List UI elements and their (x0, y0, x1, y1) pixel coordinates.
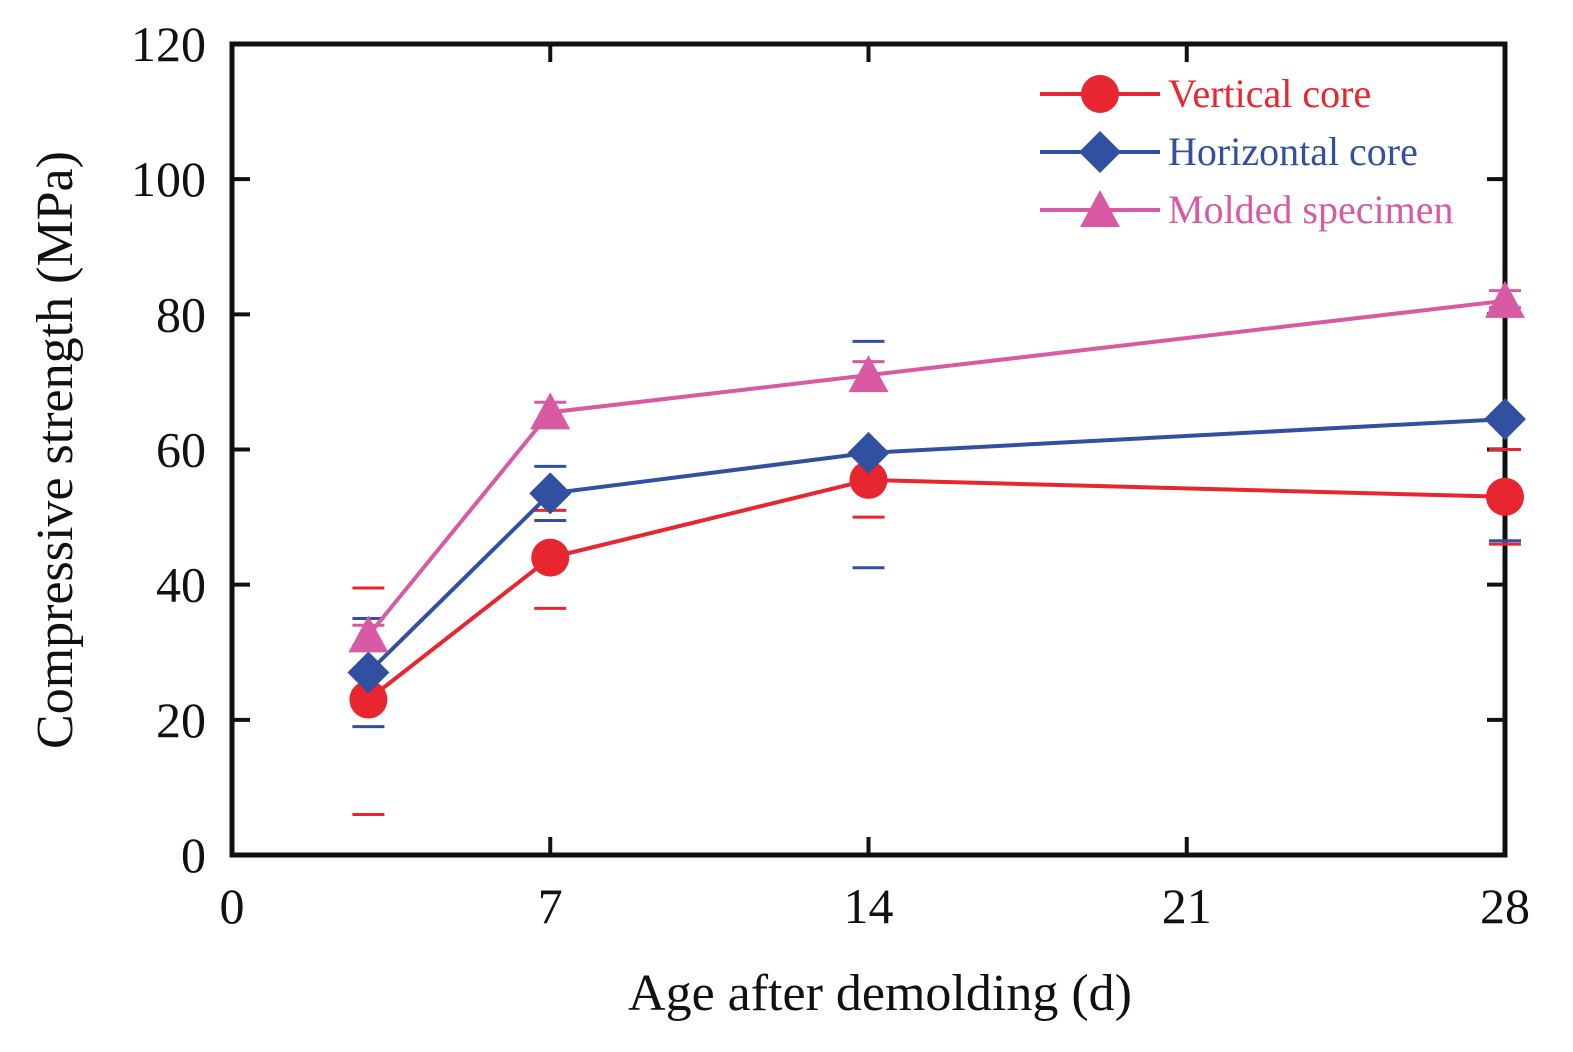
y-axis-title: Compressive strength (MPa) (27, 151, 84, 749)
data-point (530, 392, 571, 430)
y-tick-label: 40 (156, 557, 206, 613)
axis-ticks (230, 42, 1507, 857)
data-point (1485, 280, 1525, 318)
x-axis-title: Age after demolding (d) (628, 965, 1132, 1022)
y-tick-label: 20 (156, 692, 206, 748)
y-tick-label: 0 (181, 827, 206, 883)
y-tick-label: 120 (131, 16, 206, 72)
data-point (529, 472, 572, 515)
data-point (348, 615, 389, 653)
data-point (531, 538, 570, 577)
data-point (848, 355, 889, 393)
data-point (349, 680, 388, 719)
legend-label: Vertical core (1168, 71, 1371, 116)
data-point (1484, 398, 1526, 441)
y-tick-label: 60 (156, 422, 206, 478)
legend-marker (1080, 190, 1120, 227)
x-tick-label: 0 (220, 878, 245, 934)
series-line (366, 298, 1506, 637)
legend-label: Molded specimen (1168, 187, 1454, 232)
series-lines (366, 298, 1506, 702)
tick-labels: 0 7 14 21 28 0 20 40 60 80 100 120 (131, 16, 1530, 934)
legend-marker (1079, 131, 1121, 173)
legend-label: Horizontal core (1168, 129, 1418, 174)
error-bars (352, 289, 1521, 816)
x-tick-label: 7 (538, 878, 563, 934)
x-tick-label: 14 (844, 878, 894, 934)
y-tick-label: 100 (131, 151, 206, 207)
data-point (1486, 477, 1524, 516)
legend: Vertical core Horizontal core Molded speci… (1040, 71, 1454, 232)
data-point (347, 651, 390, 694)
data-point (849, 460, 888, 499)
x-tick-label: 21 (1162, 878, 1212, 934)
x-tick-label: 28 (1480, 878, 1530, 934)
series-line (367, 477, 1506, 702)
legend-marker (1081, 75, 1119, 113)
data-point (847, 431, 890, 474)
data-markers (347, 280, 1526, 719)
series-line (366, 417, 1506, 674)
y-tick-label: 80 (156, 286, 206, 342)
